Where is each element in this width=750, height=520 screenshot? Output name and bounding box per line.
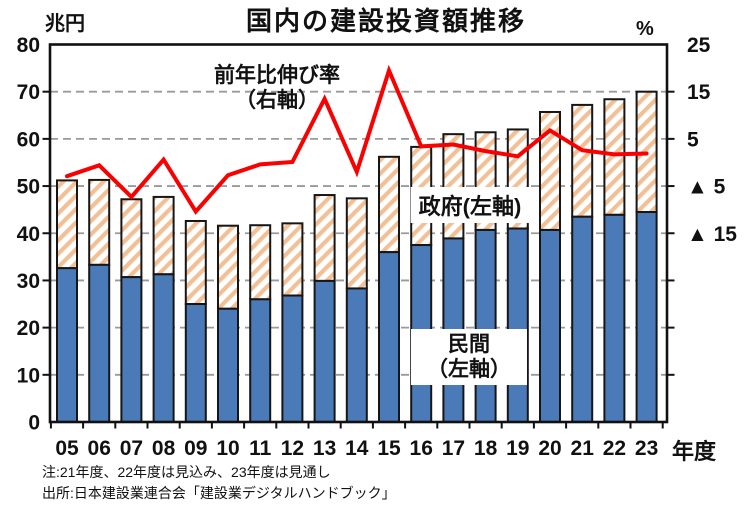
x-tick-label-07: 07	[120, 437, 143, 460]
x-tick-label-15: 15	[377, 437, 401, 460]
growth-line-label-line1: 前年比伸び率	[214, 64, 340, 87]
private-series-label-line1: 民間	[448, 333, 490, 356]
left-tick-label-70: 70	[17, 81, 40, 104]
right-tick-label--5: ▲ 5	[687, 176, 726, 199]
government-bar-07	[120, 198, 143, 279]
private-bar-20	[539, 228, 561, 423]
government-bar-11	[249, 224, 272, 301]
growth-rate-line	[65, 64, 649, 215]
private-bar-07	[120, 276, 143, 423]
private-bar-14	[345, 287, 368, 423]
government-bar-12	[281, 222, 304, 297]
private-bar-11	[249, 298, 272, 423]
axis-ticks	[42, 90, 675, 429]
left-tick-label-20: 20	[17, 317, 40, 340]
right-tick-label-25: 25	[687, 34, 711, 57]
government-bar-21	[571, 103, 594, 218]
x-tick-label-23: 23	[635, 437, 658, 460]
x-axis-unit-label: 年度	[672, 439, 717, 464]
chart-title: 国内の建設投資額推移	[245, 6, 527, 36]
left-tick-label-50: 50	[17, 176, 40, 199]
x-tick-label-14: 14	[345, 437, 369, 460]
left-tick-label-40: 40	[17, 223, 40, 246]
bars	[56, 90, 658, 424]
x-tick-label-06: 06	[88, 437, 111, 460]
x-tick-label-11: 11	[249, 437, 272, 460]
growth-line-label: 前年比伸び率 （右軸）	[214, 63, 340, 113]
left-tick-label-60: 60	[17, 128, 40, 151]
government-bar-05	[56, 179, 78, 270]
private-bar-18	[474, 228, 497, 423]
private-bar-12	[281, 294, 304, 424]
private-bar-06	[88, 263, 111, 423]
government-bar-14	[345, 197, 368, 290]
x-tick-label-16: 16	[410, 437, 433, 460]
private-bar-19	[506, 227, 529, 423]
x-tick-label-08: 08	[152, 437, 176, 460]
left-tick-label-80: 80	[17, 34, 40, 57]
government-bar-08	[152, 195, 175, 276]
private-bar-22	[603, 213, 626, 423]
right-tick-label-15: 15	[687, 81, 711, 104]
x-tick-label-10: 10	[216, 437, 239, 460]
left-axis-unit-label: 兆円	[45, 13, 85, 35]
private-series-label: 民間 （左軸）	[411, 329, 527, 385]
private-bar-21	[571, 215, 594, 423]
left-tick-label-30: 30	[17, 270, 40, 293]
x-tick-label-09: 09	[184, 437, 207, 460]
x-tick-label-20: 20	[538, 437, 561, 460]
government-bar-22	[603, 98, 626, 216]
x-tick-label-12: 12	[281, 437, 304, 460]
x-tick-label-22: 22	[603, 437, 626, 460]
government-bar-10	[217, 224, 239, 310]
private-bar-05	[56, 267, 78, 424]
government-bar-09	[184, 219, 207, 306]
government-bar-15	[378, 155, 400, 254]
private-bar-09	[184, 303, 207, 423]
private-bar-15	[378, 251, 400, 423]
left-tick-label-0: 0	[28, 412, 40, 435]
right-tick-label-5: 5	[687, 128, 699, 151]
x-tick-label-05: 05	[55, 437, 79, 460]
left-tick-label-10: 10	[17, 364, 40, 387]
x-tick-label-17: 17	[442, 437, 465, 460]
private-bar-13	[313, 279, 336, 423]
x-tick-label-13: 13	[313, 437, 336, 460]
source-text: 出所:日本建設業連合会「建設業デジタルハンドブック」	[42, 485, 396, 501]
private-bar-08	[152, 273, 175, 423]
growth-line-label-line2: （右軸）	[235, 89, 319, 112]
private-bar-23	[635, 211, 658, 423]
right-tick-label--15: ▲ 15	[687, 223, 737, 246]
x-tick-label-21: 21	[571, 437, 595, 460]
tick-labels: 80 70 60 50 40 30 20 10 0 25 15 5 ▲ 5 ▲ 15 05 06 07 08 09 1…	[17, 34, 738, 460]
private-bar-10	[217, 307, 239, 423]
right-axis-unit-label: %	[636, 18, 654, 40]
x-tick-label-19: 19	[506, 437, 529, 460]
note-text: 注:21年度、22年度は見込み、23年度は見通し	[42, 464, 331, 480]
government-bar-13	[313, 194, 336, 282]
private-series-label-line2: （左軸）	[427, 358, 511, 381]
government-series-label: 政府(左軸)	[410, 187, 530, 223]
x-tick-label-18: 18	[474, 437, 498, 460]
government-bar-06	[88, 178, 111, 266]
